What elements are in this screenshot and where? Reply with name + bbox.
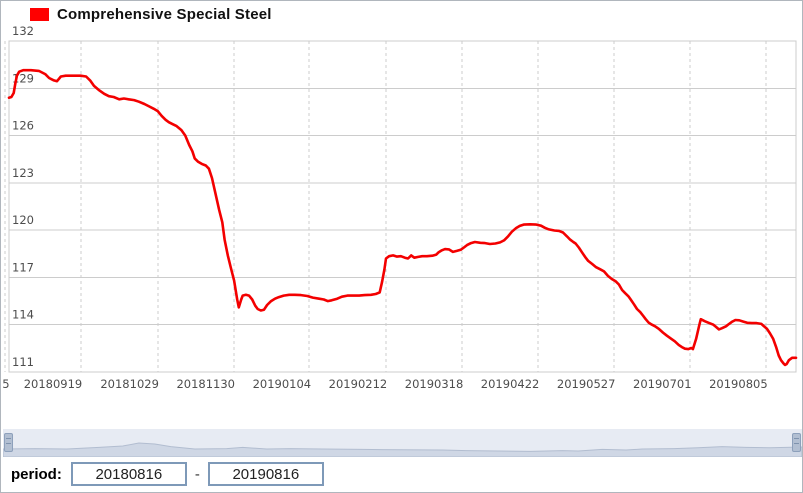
period-end-input[interactable]	[207, 462, 324, 486]
period-start-input[interactable]	[70, 462, 187, 486]
navigator-right-handle[interactable]	[792, 433, 801, 452]
svg-text:111: 111	[12, 355, 34, 369]
svg-text:132: 132	[12, 24, 34, 38]
svg-text:20190318: 20190318	[405, 377, 464, 391]
svg-text:123: 123	[12, 166, 34, 180]
range-navigator[interactable]	[3, 429, 802, 457]
period-controls: period: -	[11, 462, 324, 486]
svg-text:20181130: 20181130	[176, 377, 235, 391]
svg-text:20190212: 20190212	[329, 377, 388, 391]
svg-text:20190701: 20190701	[633, 377, 692, 391]
svg-text:120: 120	[12, 213, 34, 227]
legend-swatch-icon	[30, 8, 49, 21]
svg-text:20190422: 20190422	[481, 377, 540, 391]
svg-text:126: 126	[12, 119, 34, 133]
svg-text:20181029: 20181029	[100, 377, 159, 391]
svg-text:20190527: 20190527	[557, 377, 616, 391]
period-label: period:	[11, 465, 62, 483]
navigator-silhouette	[3, 442, 802, 457]
svg-text:20180919: 20180919	[24, 377, 83, 391]
navigator-left-handle[interactable]	[4, 433, 13, 452]
legend-item[interactable]: Comprehensive Special Steel	[30, 6, 272, 23]
svg-text:20190104: 20190104	[253, 377, 312, 391]
svg-text:117: 117	[12, 260, 34, 274]
svg-text:114: 114	[12, 308, 34, 322]
period-separator: -	[194, 465, 200, 483]
svg-text:20190805: 20190805	[709, 377, 768, 391]
svg-text:5: 5	[2, 377, 9, 391]
legend-label: Comprehensive Special Steel	[57, 6, 272, 23]
